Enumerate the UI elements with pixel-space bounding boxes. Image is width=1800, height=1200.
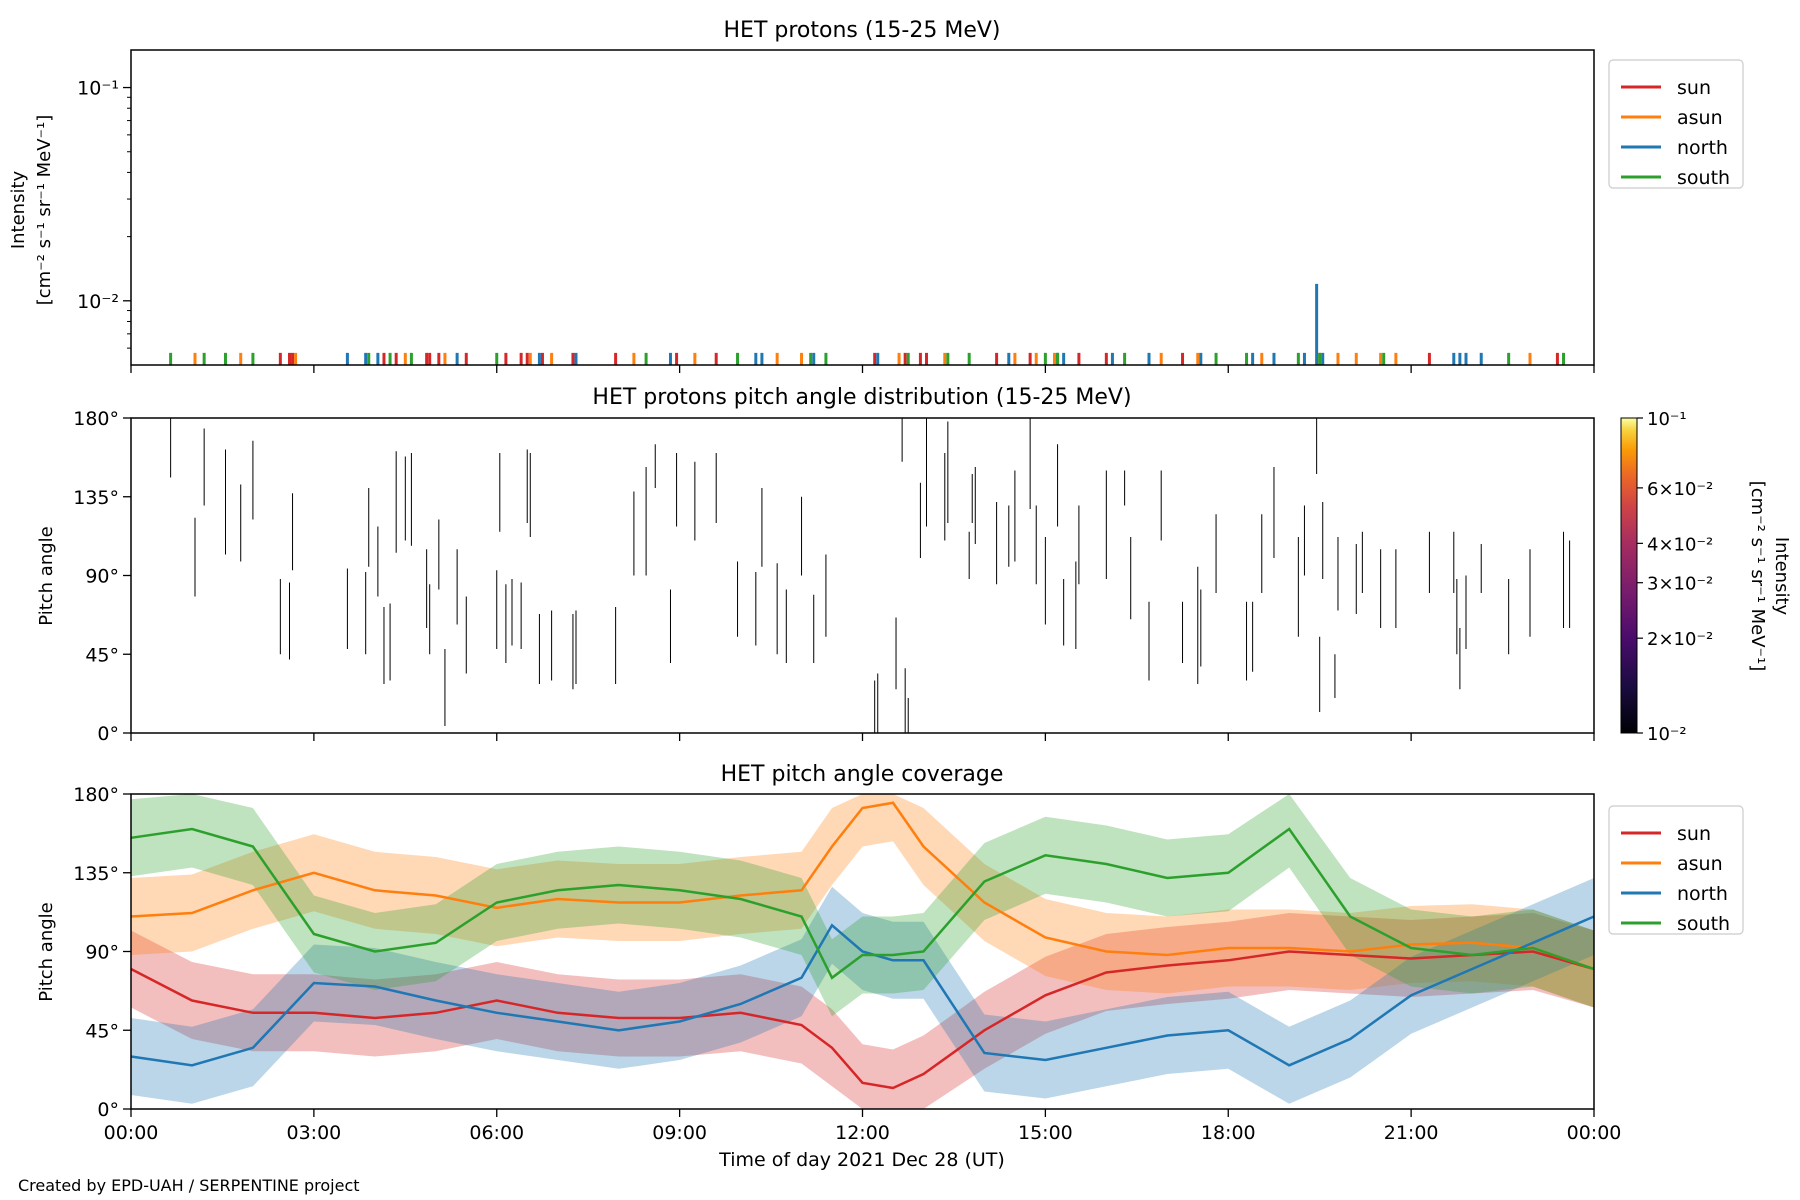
x-tick-label: 12:00 bbox=[835, 1122, 890, 1144]
panel1-ylabel-line1: Intensity bbox=[8, 170, 29, 249]
panel1-title: HET protons (15-25 MeV) bbox=[724, 18, 1001, 43]
legend-label-south: south bbox=[1677, 913, 1730, 935]
coverage-line-sun bbox=[130, 950, 1595, 1090]
legend-label-sun: sun bbox=[1677, 77, 1711, 99]
x-tick-label: 00:00 bbox=[104, 1122, 159, 1144]
panel1-ylabel-line2: [cm⁻² s⁻¹ sr⁻¹ MeV⁻¹] bbox=[34, 115, 55, 306]
legend-label-north: north bbox=[1677, 137, 1728, 159]
legend-label-asun: asun bbox=[1677, 853, 1723, 875]
colorbar bbox=[1620, 417, 1638, 734]
panel-coverage: HET pitch angle coverage 0° 45° 90° 135° 180… bbox=[36, 762, 1744, 1171]
colorbar-label-line2: [cm⁻² s⁻¹ sr⁻¹ MeV⁻¹] bbox=[1747, 481, 1768, 672]
y-tick-label: 0° bbox=[97, 723, 119, 745]
y-tick-label: 90° bbox=[85, 566, 119, 588]
panel1-legend: sun asun north south bbox=[1608, 59, 1744, 189]
panel2-y-axis: 0° 45° 90° 135° 180° bbox=[73, 408, 131, 745]
panel1-x-ticks bbox=[130, 365, 1595, 373]
legend-label-north: north bbox=[1677, 883, 1728, 905]
coverage-band-north bbox=[131, 878, 1594, 1104]
x-tick-label: 18:00 bbox=[1201, 1122, 1256, 1144]
panel3-legend: sun asun north south bbox=[1608, 805, 1744, 935]
y-tick-label: 135° bbox=[73, 487, 119, 509]
panel3-ylabel: Pitch angle bbox=[36, 902, 57, 1001]
x-tick-label: 03:00 bbox=[286, 1122, 341, 1144]
colorbar-tick-label: 10⁻¹ bbox=[1647, 409, 1687, 430]
panel1-y-axis: 10⁻² 10⁻¹ bbox=[77, 78, 131, 349]
x-tick-label: 09:00 bbox=[652, 1122, 707, 1144]
panel2-ylabel: Pitch angle bbox=[36, 526, 57, 625]
legend-label-asun: asun bbox=[1677, 107, 1723, 129]
panel2-title: HET protons pitch angle distribution (15… bbox=[592, 385, 1131, 410]
panel1-frame bbox=[130, 49, 1595, 366]
panel3-plot-area bbox=[130, 794, 1595, 1109]
panel3-title: HET pitch angle coverage bbox=[721, 762, 1004, 787]
credit-text: Created by EPD-UAH / SERPENTINE project bbox=[18, 1176, 360, 1195]
coverage-band-asun bbox=[131, 794, 1594, 1008]
y-tick-label: 0° bbox=[97, 1099, 119, 1121]
legend-box bbox=[1608, 59, 1744, 189]
y-tick-label: 180° bbox=[73, 784, 119, 806]
y-tick-label: 45° bbox=[85, 644, 119, 666]
coverage-band-sun bbox=[131, 913, 1594, 1109]
y-tick-label: 10⁻¹ bbox=[77, 78, 119, 100]
colorbar-tick-label: 4×10⁻² bbox=[1647, 534, 1713, 555]
panel3-y-axis: 0° 45° 90° 135° 180° bbox=[73, 784, 131, 1121]
panel3-x-axis: 00:00 03:00 06:00 09:00 12:00 15:00 18:00 21:00… bbox=[104, 1109, 1622, 1144]
x-tick-label: 15:00 bbox=[1018, 1122, 1073, 1144]
colorbar-tick-label: 2×10⁻² bbox=[1647, 629, 1713, 650]
x-tick-label: 21:00 bbox=[1384, 1122, 1439, 1144]
coverage-line-south bbox=[130, 827, 1595, 980]
x-tick-label: 06:00 bbox=[469, 1122, 524, 1144]
y-tick-label: 90° bbox=[85, 942, 119, 964]
panel-intensity: HET protons (15-25 MeV) 10⁻² 10⁻¹ Intensi… bbox=[8, 18, 1744, 373]
coverage-band-south bbox=[131, 794, 1594, 1017]
y-tick-label: 135° bbox=[73, 863, 119, 885]
legend-box bbox=[1608, 805, 1744, 935]
panel2-plot-area bbox=[170, 418, 1571, 733]
colorbar-tick-label: 3×10⁻² bbox=[1647, 574, 1713, 595]
panel2-x-ticks bbox=[130, 733, 1595, 741]
colorbar-tick-label: 6×10⁻² bbox=[1647, 479, 1713, 500]
y-tick-label: 10⁻² bbox=[77, 291, 119, 313]
legend-label-south: south bbox=[1677, 167, 1730, 189]
legend-label-sun: sun bbox=[1677, 823, 1711, 845]
x-axis-label: Time of day 2021 Dec 28 (UT) bbox=[718, 1149, 1005, 1171]
panel2-frame bbox=[130, 417, 1595, 734]
panel1-plot-area bbox=[169, 283, 1566, 365]
x-tick-label: 00:00 bbox=[1567, 1122, 1622, 1144]
y-tick-label: 180° bbox=[73, 408, 119, 430]
y-tick-label: 45° bbox=[85, 1020, 119, 1042]
colorbar-label-line1: Intensity bbox=[1771, 537, 1792, 616]
panel-pad: HET protons pitch angle distribution (15… bbox=[36, 385, 1792, 745]
coverage-line-asun bbox=[130, 801, 1595, 971]
coverage-line-north bbox=[130, 915, 1595, 1067]
colorbar-tick-label: 10⁻² bbox=[1647, 724, 1687, 745]
colorbar-ticks: 10⁻² 2×10⁻² 3×10⁻² 4×10⁻² 6×10⁻² 10⁻¹ bbox=[1637, 409, 1713, 745]
